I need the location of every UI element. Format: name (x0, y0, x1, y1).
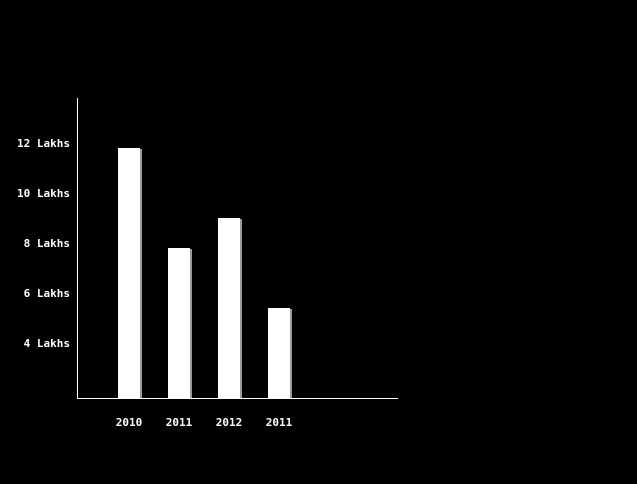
y-tick-label: 10 Lakhs (17, 187, 70, 200)
y-tick-label: 12 Lakhs (17, 137, 70, 150)
bar-2011-3 (268, 308, 290, 398)
bar-2010-0 (118, 148, 140, 398)
x-tick-labels: 2010 2011 2012 2011 (116, 416, 293, 429)
bars (118, 148, 292, 398)
y-tick-label: 8 Lakhs (24, 237, 70, 250)
y-tick-label: 4 Lakhs (24, 337, 70, 350)
x-tick-label: 2011 (266, 416, 293, 429)
y-tick-label: 6 Lakhs (24, 287, 70, 300)
x-tick-label: 2011 (166, 416, 193, 429)
bar-2011-1 (168, 248, 190, 398)
y-tick-labels: 12 Lakhs 10 Lakhs 8 Lakhs 6 Lakhs 4 Lakhs (17, 137, 70, 350)
x-tick-label: 2012 (216, 416, 243, 429)
x-tick-label: 2010 (116, 416, 143, 429)
bar-2012-2 (218, 218, 240, 398)
